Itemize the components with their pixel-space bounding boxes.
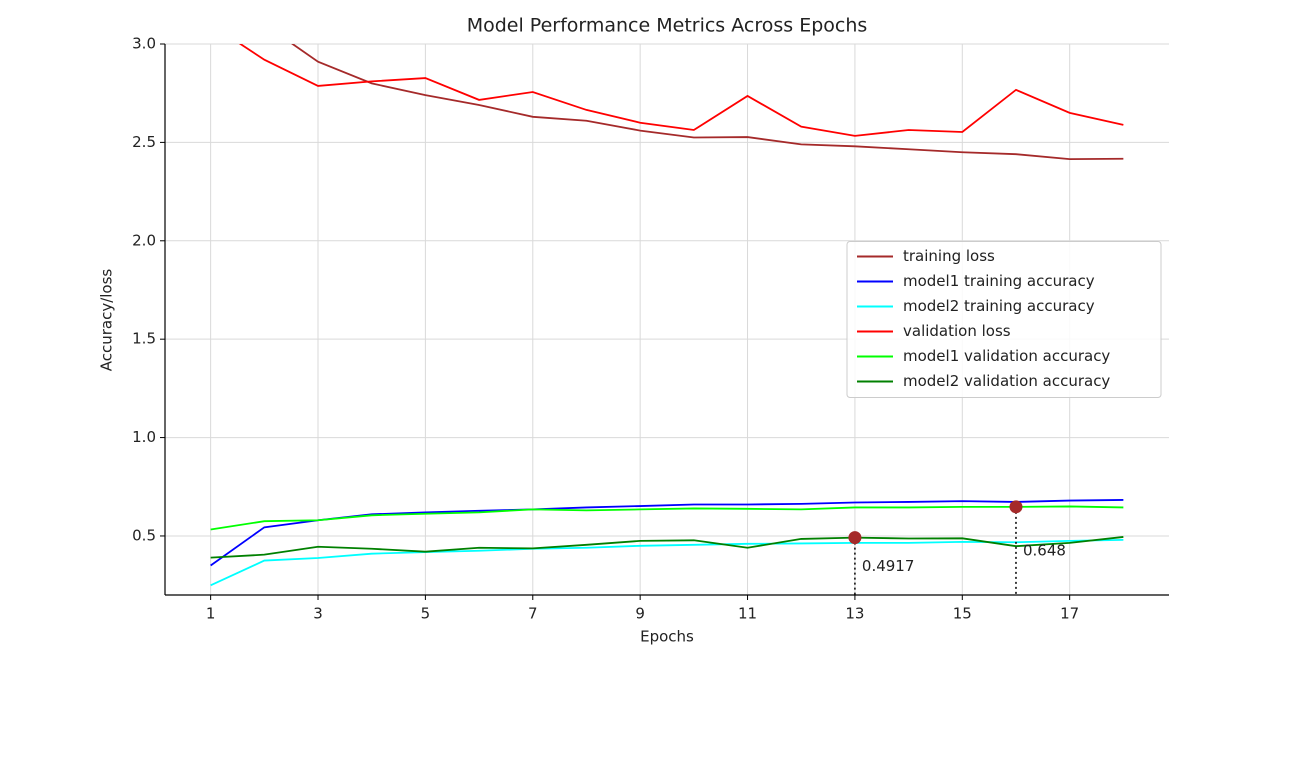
annotation-marker	[1009, 500, 1023, 514]
x-axis-label: Epochs	[640, 628, 694, 646]
x-tick-label: 13	[845, 605, 864, 623]
legend-label: validation loss	[903, 322, 1011, 340]
series-line	[210, 539, 1124, 587]
series-line	[210, 536, 1124, 559]
grid	[165, 43, 1169, 595]
y-tick-label: 1.5	[132, 330, 156, 348]
annotation-label: 0.4917	[862, 557, 915, 575]
series-line	[210, 505, 1124, 531]
y-tick-label: 3.0	[132, 35, 156, 53]
series-line	[291, 44, 1124, 161]
y-tick-label: 0.5	[132, 526, 156, 544]
x-tick-label: 15	[953, 605, 972, 623]
x-tick-label: 7	[528, 605, 538, 623]
overlay: 1 3 5 7 9 11 13 15 170.51.01.52.02.53.00.49170.6…	[132, 35, 1169, 623]
chart-title: Model Performance Metrics Across Epochs	[467, 15, 868, 37]
annotation-label: 0.648	[1023, 541, 1066, 559]
legend: training loss model1 training accuracy mod…	[846, 241, 1162, 398]
legend-label: model1 validation accuracy	[903, 347, 1110, 365]
annotation-marker	[848, 531, 862, 545]
y-axis-label: Accuracy/loss	[98, 269, 116, 372]
legend-label: model2 validation accuracy	[903, 372, 1110, 390]
legend-box	[846, 241, 1162, 398]
x-tick-label: 1	[206, 605, 216, 623]
legend-label: model2 training accuracy	[903, 297, 1095, 315]
x-tick-label: 3	[313, 605, 323, 623]
y-tick-label: 1.0	[132, 428, 156, 446]
x-tick-label: 5	[421, 605, 431, 623]
y-tick-label: 2.0	[132, 231, 156, 249]
series-line	[238, 44, 1124, 137]
plot-area	[210, 44, 1124, 587]
x-tick-label: 17	[1060, 605, 1079, 623]
legend-label: training loss	[903, 247, 995, 265]
legend-label: model1 training accuracy	[903, 272, 1095, 290]
y-tick-label: 2.5	[132, 133, 156, 151]
x-tick-label: 11	[738, 605, 757, 623]
x-tick-label: 9	[635, 605, 645, 623]
